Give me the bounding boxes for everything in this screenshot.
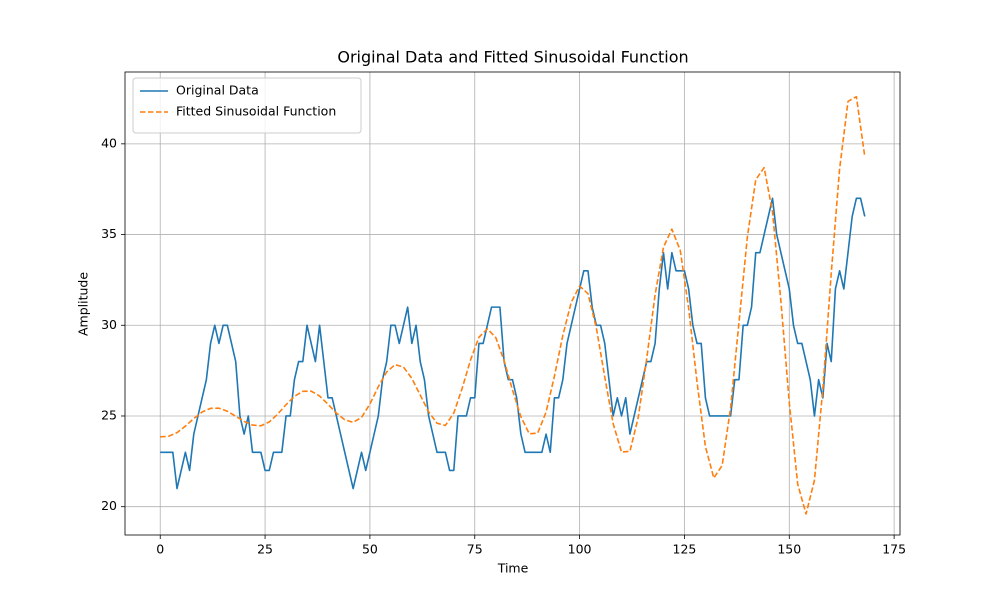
plot-frame: [124, 71, 901, 536]
x-tick-label: 0: [156, 542, 164, 557]
y-tick-label: 20: [101, 498, 117, 513]
line-series: [160, 197, 866, 490]
y-axis-label: Amplitude: [76, 272, 91, 336]
y-tick-label: 25: [101, 407, 117, 422]
x-tick-label: 100: [568, 542, 592, 557]
line-series: [160, 95, 866, 515]
x-axis-label: Time: [497, 561, 529, 576]
y-tick-label: 35: [101, 226, 117, 241]
chart-title: Original Data and Fitted Sinusoidal Func…: [337, 48, 688, 67]
x-tick-label: 175: [882, 542, 906, 557]
legend-box: [132, 77, 362, 134]
y-tick-label: 30: [101, 317, 117, 332]
x-tick-label: 50: [362, 542, 378, 557]
x-tick-label: 150: [777, 542, 801, 557]
legend-label: Fitted Sinusoidal Function: [176, 104, 336, 119]
legend-label: Original Data: [176, 83, 259, 98]
x-tick-label: 75: [467, 542, 483, 557]
y-tick-label: 40: [101, 135, 117, 150]
x-tick-label: 125: [673, 542, 697, 557]
x-tick-label: 25: [257, 542, 273, 557]
